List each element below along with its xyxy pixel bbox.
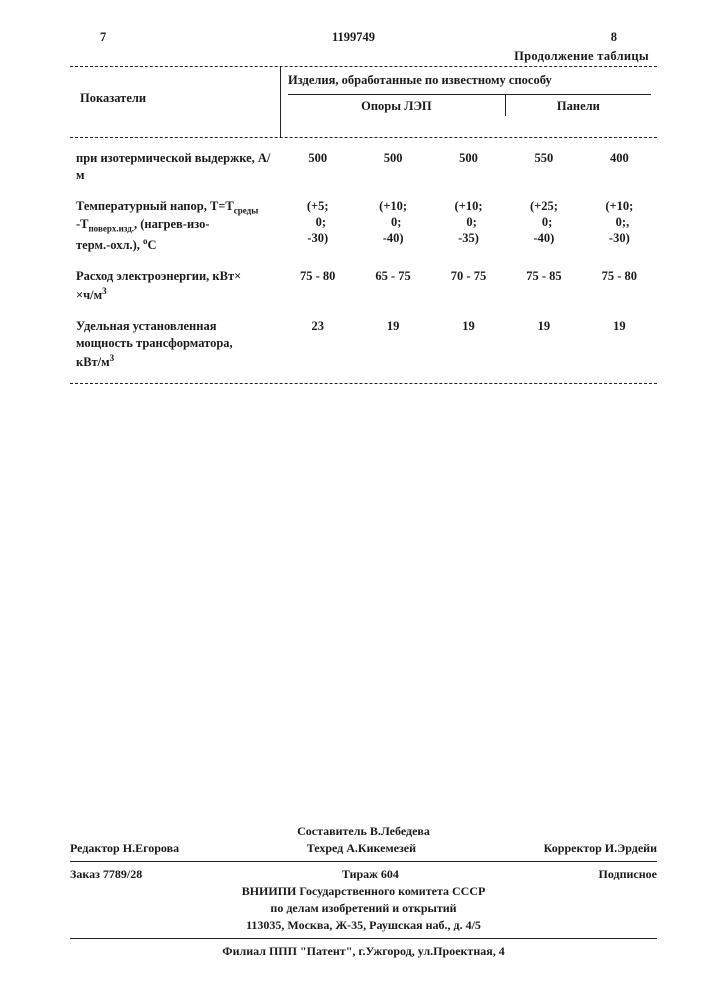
table-continuation-label: Продолжение таблицы (70, 49, 649, 64)
divider-dashed-bottom (70, 383, 657, 384)
cell: 65 - 75 (355, 266, 430, 286)
row-label: при изотермической выдержке, А/м (70, 148, 280, 186)
cell: 19 (506, 316, 581, 336)
indicators-label: Показатели (80, 91, 274, 106)
row-values: 500500500550400 (280, 148, 657, 168)
cell: 23 (280, 316, 355, 336)
cell: 19 (582, 316, 657, 336)
order-label: Заказ 7789/28 (70, 867, 142, 882)
row-label: Удельная установленнаямощность трансформ… (70, 316, 280, 373)
cell: 500 (355, 148, 430, 168)
tiraz-label: Тираж 604 (342, 867, 399, 882)
subcol-paneli: Панели (506, 94, 651, 116)
cell: 19 (431, 316, 506, 336)
table-header-row1: Показатели Изделия, обработанные по изве… (70, 67, 657, 120)
row-label: Температурный напор, T=Tсреды-Tповерх.из… (70, 196, 280, 256)
table-header-group: Изделия, обработанные по известному спос… (280, 67, 657, 120)
table-header: Показатели Изделия, обработанные по изве… (70, 67, 657, 137)
row-label: Расход электроэнергии, кВт××ч/м3 (70, 266, 280, 306)
table-row: Удельная установленнаямощность трансформ… (70, 316, 657, 373)
cell: (+25; 0; -40) (506, 196, 581, 249)
row-values: 2319191919 (280, 316, 657, 336)
page-number-right: 8 (611, 30, 617, 45)
table-row: Температурный напор, T=Tсреды-Tповерх.из… (70, 196, 657, 256)
cell: (+5; 0; -30) (280, 196, 355, 249)
page-number-left: 7 (100, 30, 106, 45)
document-number: 1199749 (332, 30, 375, 45)
table-row: Расход электроэнергии, кВт××ч/м375 - 806… (70, 266, 657, 306)
table-row: при изотермической выдержке, А/м50050050… (70, 148, 657, 186)
subcol-opory: Опоры ЛЭП (288, 94, 506, 116)
cell: (+10; 0; -40) (355, 196, 430, 249)
cell: 70 - 75 (431, 266, 506, 286)
cell: 75 - 85 (506, 266, 581, 286)
editor-label: Редактор Н.Егорова (70, 841, 179, 856)
table-body: при изотермической выдержке, А/м50050050… (70, 148, 657, 373)
org2-label: по делам изобретений и открытий (70, 900, 657, 917)
filial-label: Филиал ППП "Патент", г.Ужгород, ул.Проек… (70, 943, 657, 960)
imprint-block: Составитель В.Лебедева Редактор Н.Егоров… (70, 823, 657, 960)
corrector-label: Корректор И.Эрдейи (544, 841, 657, 856)
cell: (+10; 0;, -30) (582, 196, 657, 249)
row-values: 75 - 8065 - 7570 - 7575 - 8575 - 80 (280, 266, 657, 286)
addr-label: 113035, Москва, Ж-35, Раушская наб., д. … (70, 917, 657, 934)
cell: 19 (355, 316, 430, 336)
cell: 75 - 80 (582, 266, 657, 286)
org1-label: ВНИИПИ Государственного комитета СССР (70, 883, 657, 900)
cell: 400 (582, 148, 657, 168)
cell: 500 (431, 148, 506, 168)
cell: 550 (506, 148, 581, 168)
footer-rule-2 (70, 938, 657, 939)
credits-line: Редактор Н.Егорова Техред А.Кикемезей Ко… (70, 840, 657, 857)
cell: (+10; 0; -35) (431, 196, 506, 249)
table-subheader-row: Опоры ЛЭП Панели (288, 94, 651, 116)
footer-rule-1 (70, 861, 657, 862)
cell: 500 (280, 148, 355, 168)
divider-dashed-header (70, 137, 657, 138)
row-values: (+5; 0; -30)(+10; 0; -40)(+10; 0; -35)(+… (280, 196, 657, 249)
tehred-label: Техред А.Кикемезей (307, 841, 416, 856)
order-line: Заказ 7789/28 Тираж 604 Подписное (70, 866, 657, 883)
podpis-label: Подписное (599, 867, 657, 882)
group-heading-label: Изделия, обработанные по известному спос… (288, 73, 651, 88)
page-number-row: 7 1199749 8 (70, 30, 657, 45)
compiler-line: Составитель В.Лебедева (70, 823, 657, 840)
column-separator-icon (280, 67, 281, 137)
page: 7 1199749 8 Продолжение таблицы Показате… (0, 0, 707, 1000)
cell: 75 - 80 (280, 266, 355, 286)
table-header-indicators: Показатели (70, 67, 280, 120)
